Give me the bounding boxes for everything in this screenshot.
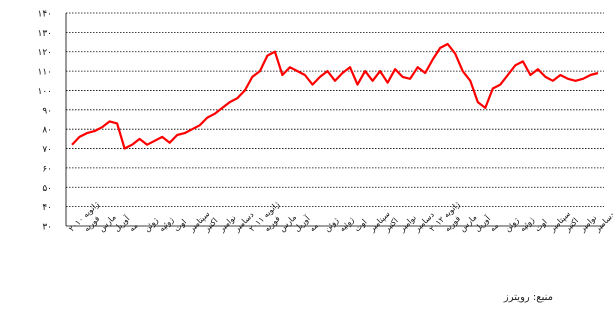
x-tick-label: اوت bbox=[353, 217, 369, 233]
y-tick-label: ۱۴۰ bbox=[37, 10, 52, 20]
y-tick-label: ۱۳۰ bbox=[37, 29, 52, 39]
y-tick-label: ۱۲۰ bbox=[37, 48, 52, 58]
x-tick-label: ژوئن bbox=[503, 216, 521, 234]
x-tick-label: ژوئیه bbox=[338, 215, 356, 233]
x-tick-label: ژوئن bbox=[142, 216, 160, 234]
y-tick-label: ۶۰ bbox=[42, 164, 52, 174]
y-tick-labels: ۳۰ ۴۰ ۵۰ ۶۰ ۷۰ ۸۰ ۹۰ ۱۰۰ ۱۱۰ ۱۲۰ ۱۳۰ ۱۴۰ bbox=[37, 10, 52, 233]
x-tick-label: ژوئیه bbox=[157, 215, 175, 233]
y-tick-label: ۹۰ bbox=[42, 106, 52, 116]
y-tick-label: ۳۰ bbox=[42, 223, 52, 233]
y-tick-label: ۱۰۰ bbox=[37, 87, 52, 97]
x-tick-label: ژوئن bbox=[323, 216, 341, 234]
x-tick-label: اوت bbox=[172, 217, 188, 233]
y-tick-label: ۷۰ bbox=[42, 145, 52, 155]
y-tick-label: ۵۰ bbox=[42, 184, 52, 194]
grid-lines bbox=[65, 12, 604, 227]
series-line bbox=[71, 42, 599, 150]
x-tick-label: ژوئیه bbox=[518, 215, 536, 233]
y-tick-label: ۸۰ bbox=[42, 126, 52, 136]
source-note: منبع: رویترز bbox=[503, 292, 553, 303]
y-tick-label: ۴۰ bbox=[42, 203, 52, 213]
x-tick-label: اوت bbox=[533, 217, 549, 233]
y-tick-label: ۱۱۰ bbox=[37, 68, 52, 78]
